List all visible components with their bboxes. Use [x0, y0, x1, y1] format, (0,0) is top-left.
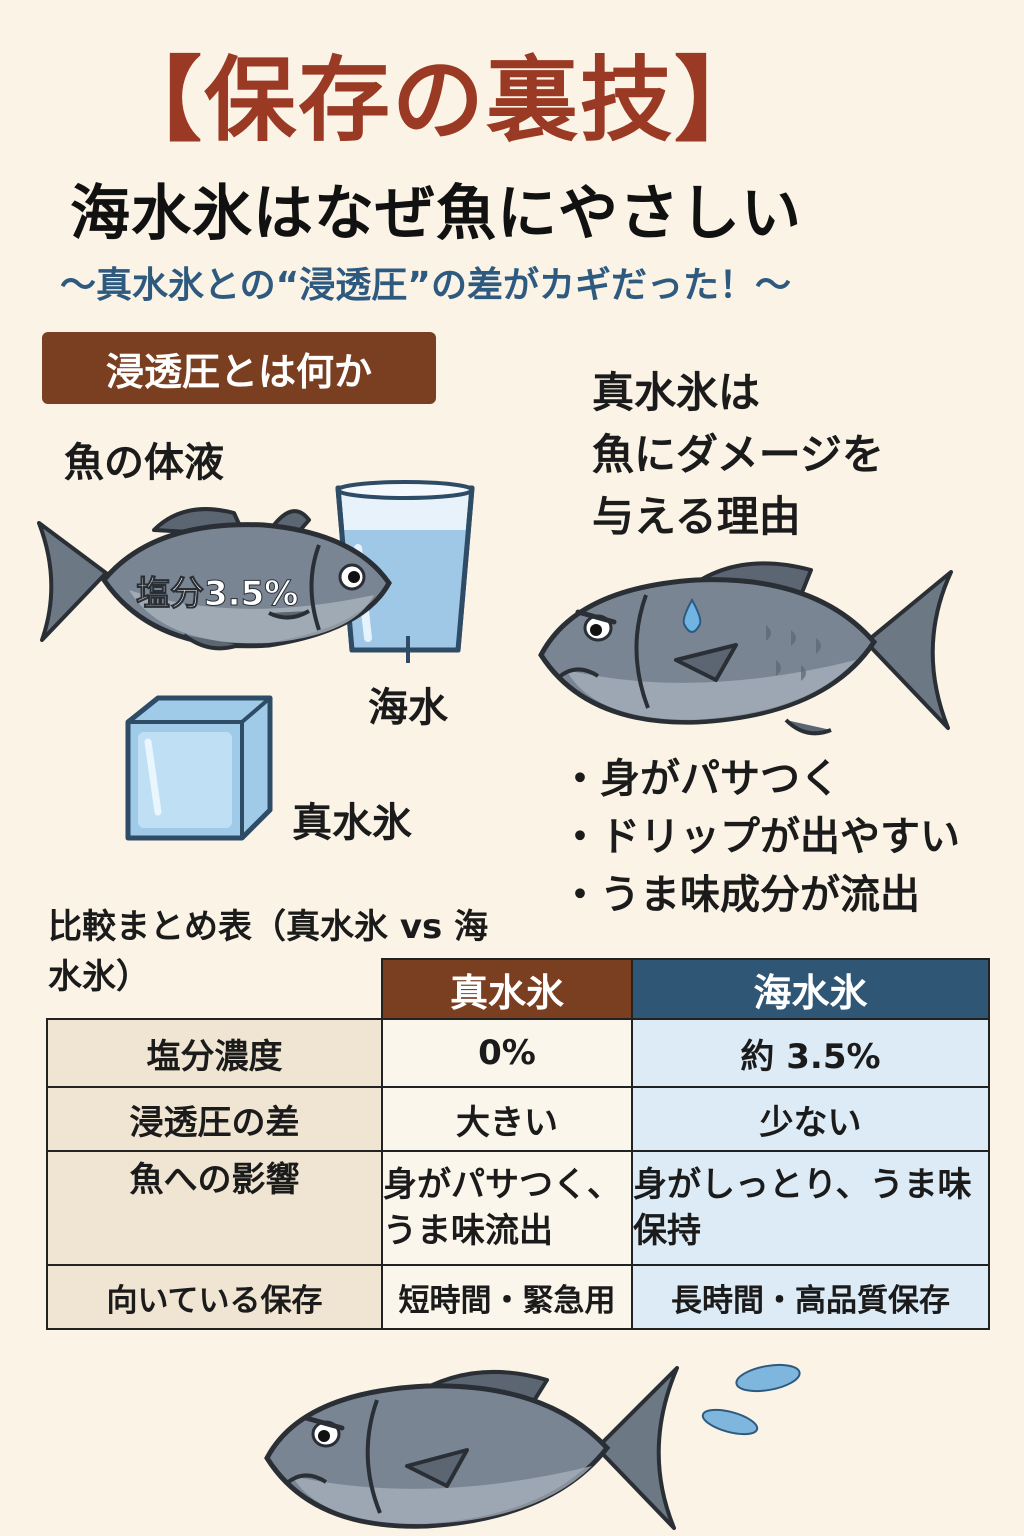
cell-sea: 少ない	[631, 1086, 990, 1152]
fish-happy-icon	[37, 507, 392, 651]
list-item: ・ドリップが出やすい	[560, 814, 960, 860]
cell-sea: 身がしっとり、うま味保持	[631, 1150, 990, 1266]
fish-sad-icon	[264, 1366, 679, 1530]
row-label: 浸透圧の差	[46, 1086, 383, 1152]
table-row: 浸透圧の差 大きい 少ない	[46, 1086, 990, 1152]
reason-heading-line: 魚にダメージを	[592, 430, 884, 479]
main-title: 【保存の裏技】	[110, 47, 769, 154]
reason-heading-line: 与える理由	[592, 492, 801, 541]
column-header-fresh-ice: 真水氷	[381, 958, 633, 1020]
cell-sea: 長時間・高品質保存	[631, 1264, 990, 1330]
table-corner	[47, 959, 382, 1020]
cell-fresh: 0%	[381, 1018, 633, 1088]
list-item: ・うま味成分が流出	[560, 872, 920, 918]
cell-sea: 約 3.5%	[631, 1018, 990, 1088]
sweat-drop-icon	[682, 597, 702, 634]
fish-salt-label: 塩分3.5%	[135, 574, 299, 615]
tagline: 〜真水氷との“浸透圧”の差がカギだった！〜	[60, 265, 791, 306]
table-row: 塩分濃度 0% 約 3.5%	[46, 1018, 990, 1088]
fresh-ice-label: 真水氷	[292, 800, 412, 846]
cell-fresh: 短時間・緊急用	[381, 1264, 633, 1330]
list-item: ・身がパサつく	[560, 756, 840, 802]
seawater-label: 海水	[368, 685, 448, 731]
table-row: 向いている保存 短時間・緊急用 長時間・高品質保存	[46, 1264, 990, 1330]
row-label: 塩分濃度	[46, 1018, 383, 1088]
subtitle: 海水氷はなぜ魚にやさしい	[70, 179, 802, 249]
effects-list: ・身がパサつく ・ドリップが出やすい ・うま味成分が流出	[560, 750, 960, 924]
cell-fresh: 大きい	[381, 1086, 633, 1152]
row-label: 向いている保存	[46, 1264, 383, 1330]
column-header-sea-ice: 海水氷	[631, 958, 990, 1020]
comparison-table: 真水氷 海水氷 塩分濃度 0% 約 3.5% 浸透圧の差 大きい 少ない 魚への…	[46, 958, 990, 1330]
cell-fresh: 身がパサつく、うま味流出	[381, 1150, 633, 1266]
fish-sad-icon	[538, 561, 953, 736]
water-droplets-icon	[701, 1363, 801, 1436]
reason-heading: 真水氷は 魚にダメージを 与える理由	[592, 362, 884, 548]
table-row: 魚への影響 身がパサつく、うま味流出 身がしっとり、うま味保持	[46, 1150, 990, 1266]
ice-cube-icon	[125, 695, 273, 841]
body-fluid-label: 魚の体液	[64, 440, 224, 486]
row-label: 魚への影響	[46, 1150, 383, 1266]
section-badge: 浸透圧とは何か	[42, 332, 436, 404]
reason-heading-line: 真水氷は	[592, 368, 761, 417]
